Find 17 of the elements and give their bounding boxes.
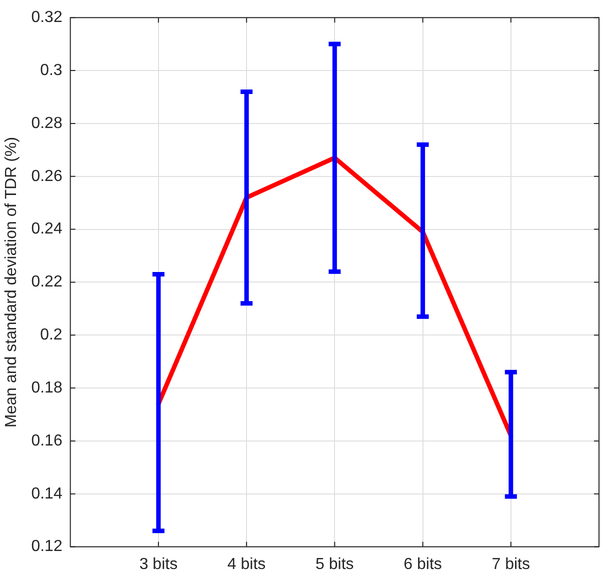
- y-tick-label: 0.14: [31, 485, 62, 502]
- y-tick-label: 0.3: [40, 62, 62, 79]
- y-tick-label: 0.2: [40, 326, 62, 344]
- y-tick-label: 0.32: [31, 9, 62, 26]
- y-tick-label: 0.28: [31, 114, 62, 132]
- y-tick-label: 0.18: [31, 379, 62, 396]
- y-tick-label: 0.24: [31, 220, 62, 238]
- y-tick-label: 0.16: [31, 432, 62, 450]
- y-tick-label: 0.26: [31, 168, 62, 185]
- x-tick-label: 5 bits: [316, 556, 354, 573]
- y-tick-label: 0.22: [31, 274, 62, 291]
- y-tick-label: 0.12: [31, 538, 62, 556]
- x-tick-label: 3 bits: [139, 556, 178, 573]
- x-tick-label: 6 bits: [404, 556, 442, 573]
- x-tick-label: 4 bits: [227, 556, 266, 573]
- x-tick-label: 7 bits: [492, 556, 530, 573]
- y-axis-title: Mean and standard deviation of TDR (%): [3, 136, 20, 428]
